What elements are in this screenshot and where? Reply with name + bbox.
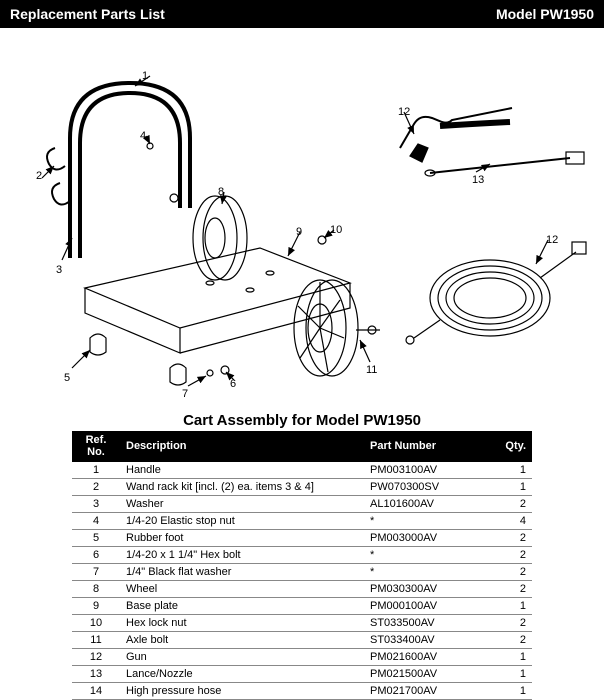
cell-ref: 2 [72, 479, 120, 496]
cell-qty: 1 [486, 666, 532, 683]
cell-part: * [364, 547, 486, 564]
cell-ref: 13 [72, 666, 120, 683]
diagram-svg [0, 28, 604, 408]
col-part: Part Number [364, 431, 486, 462]
table-row: 5Rubber footPM003000AV2 [72, 530, 532, 547]
callout-number: 10 [330, 224, 342, 236]
cell-ref: 8 [72, 581, 120, 598]
cell-qty: 1 [486, 462, 532, 479]
col-qty: Qty. [486, 431, 532, 462]
table-row: 71/4" Black flat washer*2 [72, 564, 532, 581]
cell-ref: 3 [72, 496, 120, 513]
table-row: 8WheelPM030300AV2 [72, 581, 532, 598]
callout-number: 2 [36, 170, 42, 182]
cell-desc: Handle [120, 462, 364, 479]
cell-ref: 6 [72, 547, 120, 564]
table-row: 13Lance/NozzlePM021500AV1 [72, 666, 532, 683]
callout-number: 1 [142, 70, 148, 82]
cell-ref: 5 [72, 530, 120, 547]
parts-table-header: Ref. No. Description Part Number Qty. [72, 431, 532, 462]
callout-number: 7 [182, 388, 188, 400]
table-row: 14High pressure hosePM021700AV1 [72, 683, 532, 700]
cell-part: PM003100AV [364, 462, 486, 479]
cell-ref: 1 [72, 462, 120, 479]
cell-part: PM003000AV [364, 530, 486, 547]
cell-part: AL101600AV [364, 496, 486, 513]
cell-qty: 2 [486, 615, 532, 632]
cell-ref: 14 [72, 683, 120, 700]
callout-number: 12 [546, 234, 558, 246]
cell-qty: 1 [486, 598, 532, 615]
cell-desc: Lance/Nozzle [120, 666, 364, 683]
cell-ref: 4 [72, 513, 120, 530]
cell-qty: 2 [486, 632, 532, 649]
header-left: Replacement Parts List [10, 6, 165, 22]
cell-part: ST033400AV [364, 632, 486, 649]
table-title: Cart Assembly for Model PW1950 [0, 412, 604, 429]
table-row: 1HandlePM003100AV1 [72, 462, 532, 479]
callout-number: 13 [472, 174, 484, 186]
cell-qty: 2 [486, 530, 532, 547]
cell-ref: 11 [72, 632, 120, 649]
table-row: 10Hex lock nutST033500AV2 [72, 615, 532, 632]
callout-number: 6 [230, 378, 236, 390]
cell-part: PW070300SV [364, 479, 486, 496]
col-desc: Description [120, 431, 364, 462]
table-row: 3WasherAL101600AV2 [72, 496, 532, 513]
cell-desc: Wand rack kit [incl. (2) ea. items 3 & 4… [120, 479, 364, 496]
cell-qty: 2 [486, 496, 532, 513]
cell-ref: 12 [72, 649, 120, 666]
cell-part: PM021700AV [364, 683, 486, 700]
callout-number: 8 [218, 186, 224, 198]
cell-part: PM000100AV [364, 598, 486, 615]
cell-desc: Washer [120, 496, 364, 513]
cell-ref: 9 [72, 598, 120, 615]
cell-part: PM021600AV [364, 649, 486, 666]
header-bar: Replacement Parts List Model PW1950 [0, 0, 604, 28]
cell-part: * [364, 564, 486, 581]
table-row: 61/4-20 x 1 1/4" Hex bolt*2 [72, 547, 532, 564]
cell-desc: Base plate [120, 598, 364, 615]
callout-number: 3 [56, 264, 62, 276]
cell-qty: 2 [486, 547, 532, 564]
cell-desc: Hex lock nut [120, 615, 364, 632]
cell-qty: 1 [486, 649, 532, 666]
table-row: 12GunPM021600AV1 [72, 649, 532, 666]
cell-qty: 2 [486, 564, 532, 581]
cell-part: PM030300AV [364, 581, 486, 598]
cell-desc: Wheel [120, 581, 364, 598]
callout-number: 5 [64, 372, 70, 384]
cell-qty: 1 [486, 479, 532, 496]
cell-qty: 1 [486, 683, 532, 700]
cell-desc: Gun [120, 649, 364, 666]
cell-part: PM021500AV [364, 666, 486, 683]
cell-part: * [364, 513, 486, 530]
table-row: 11Axle boltST033400AV2 [72, 632, 532, 649]
table-row: 2Wand rack kit [incl. (2) ea. items 3 & … [72, 479, 532, 496]
cell-desc: High pressure hose [120, 683, 364, 700]
cell-desc: 1/4-20 Elastic stop nut [120, 513, 364, 530]
cell-ref: 10 [72, 615, 120, 632]
cell-desc: Rubber foot [120, 530, 364, 547]
cell-qty: 4 [486, 513, 532, 530]
callout-number: 9 [296, 226, 302, 238]
table-row: 41/4-20 Elastic stop nut*4 [72, 513, 532, 530]
cell-desc: Axle bolt [120, 632, 364, 649]
header-right: Model PW1950 [496, 6, 594, 22]
callout-number: 12 [398, 106, 410, 118]
cell-ref: 7 [72, 564, 120, 581]
exploded-diagram: 1234567891011121312 [0, 28, 604, 408]
parts-table: Ref. No. Description Part Number Qty. 1H… [72, 431, 532, 700]
table-row: 9Base platePM000100AV1 [72, 598, 532, 615]
col-ref: Ref. No. [72, 431, 120, 462]
cell-part: ST033500AV [364, 615, 486, 632]
cell-qty: 2 [486, 581, 532, 598]
cell-desc: 1/4-20 x 1 1/4" Hex bolt [120, 547, 364, 564]
parts-table-body: 1HandlePM003100AV12Wand rack kit [incl. … [72, 462, 532, 700]
callout-number: 4 [140, 130, 146, 142]
cell-desc: 1/4" Black flat washer [120, 564, 364, 581]
callout-number: 11 [366, 364, 377, 376]
